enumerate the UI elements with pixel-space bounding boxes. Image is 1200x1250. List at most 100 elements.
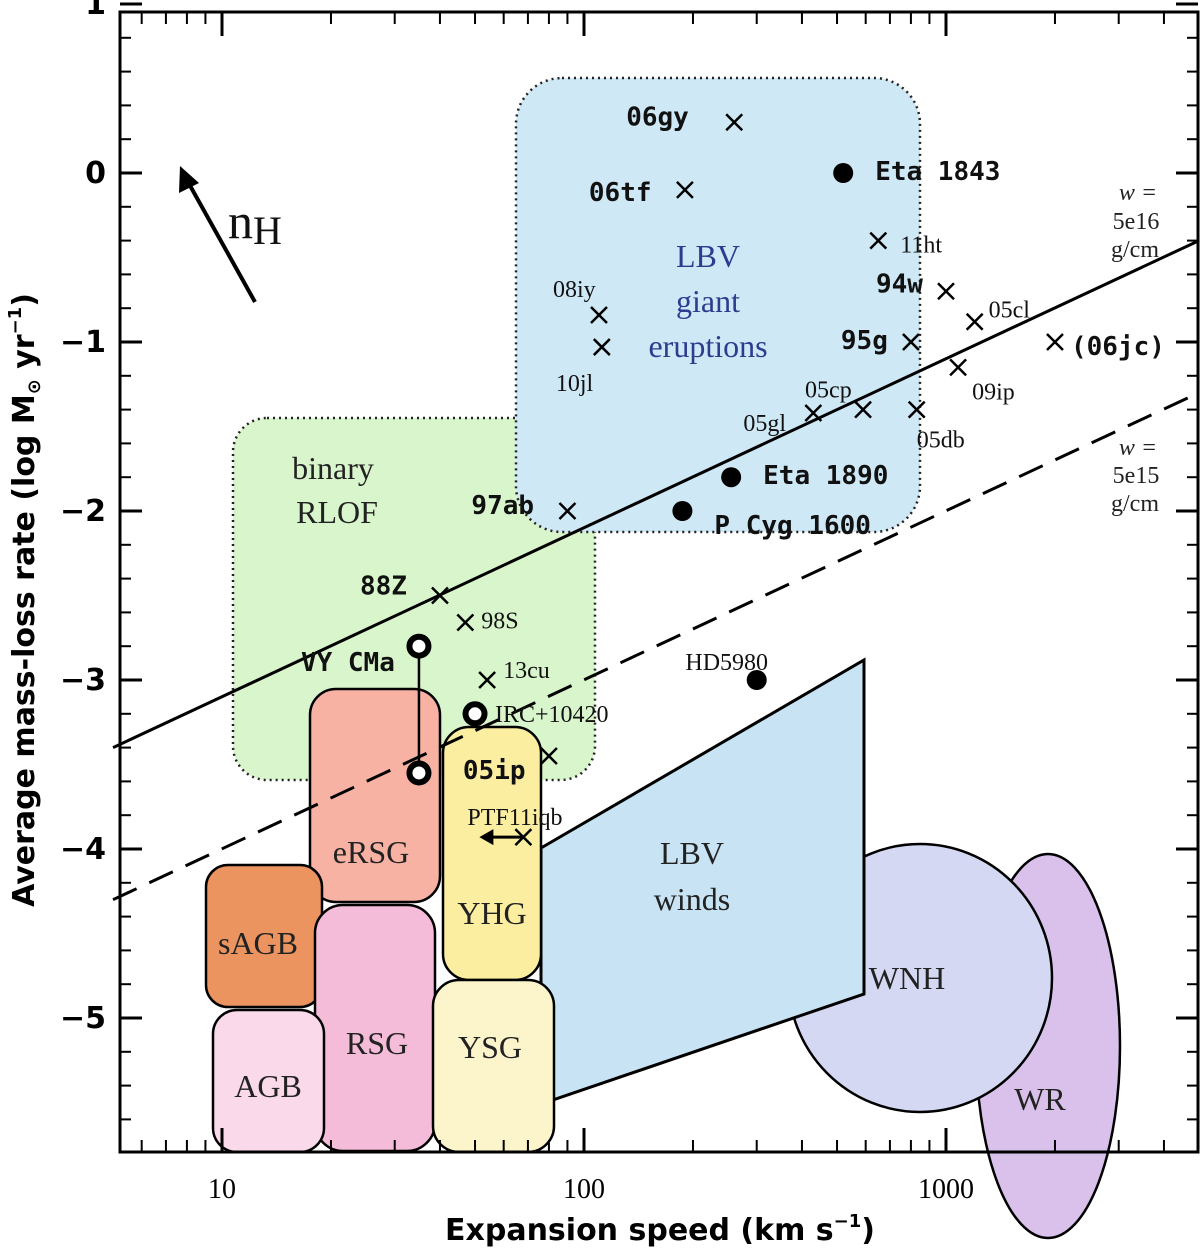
- filled-point-marker: [833, 163, 854, 183]
- filled-point-marker: [721, 467, 742, 488]
- y-tick-label: 1: [85, 0, 106, 22]
- cross-point-marker: [592, 338, 611, 356]
- point-label: 09ip: [972, 379, 1015, 405]
- region-label-lbv-giant-1: LBV: [676, 238, 740, 274]
- point-label: Eta 1890: [763, 461, 888, 491]
- dashed-line-label-val: 5e15: [1113, 463, 1160, 489]
- point-label: 08iy: [553, 277, 596, 303]
- cross-point-marker: [869, 231, 888, 250]
- dashed-line-label-unit: g/cm: [1111, 491, 1159, 517]
- cross-point-marker: [478, 671, 497, 689]
- lines-layer: [112, 239, 1200, 902]
- region-label-agb: AGB: [234, 1068, 302, 1104]
- y-tick-label: −5: [60, 1001, 106, 1036]
- cross-point-marker: [937, 282, 955, 301]
- region-ysg: [431, 978, 556, 1154]
- density-arrow-shaft: [186, 181, 257, 303]
- region-label-rsg: RSG: [346, 1025, 408, 1061]
- point-label: 05cl: [989, 298, 1031, 324]
- region-label-yhg: YHG: [457, 895, 526, 931]
- cross-point-marker: [456, 613, 475, 632]
- region-label-rlof: RLOF: [296, 494, 378, 530]
- point-label: 06tf: [589, 178, 652, 208]
- cross-point-marker: [725, 113, 744, 132]
- density-arrow: nH: [179, 166, 282, 303]
- y-axis-title-end: ): [7, 293, 42, 307]
- cross-point-marker: [514, 828, 533, 847]
- x-axis-title: Expansion speed (km s−1): [445, 1211, 875, 1248]
- cross-point-marker: [949, 358, 967, 377]
- point-label: P Cyg 1600: [714, 511, 871, 541]
- solid-line-label-unit: g/cm: [1111, 237, 1159, 263]
- x-tick-label: 1000: [918, 1174, 974, 1205]
- point-label: (06jc): [1071, 332, 1165, 362]
- point-label: 05gl: [743, 411, 786, 437]
- y-tick-label: −3: [60, 663, 106, 698]
- point-label: 06gy: [626, 102, 689, 132]
- region-label-lbv-winds-2: winds: [654, 881, 730, 917]
- ticks-layer: 10−1−2−3−4−510 100 1000: [60, 0, 1198, 1205]
- y-tick-label: −1: [60, 325, 106, 360]
- point-label: 05ip: [463, 756, 526, 786]
- region-labels: binary RLOF LBV giant eruptions eRSG YHG…: [218, 238, 1066, 1117]
- region-label-wnh: WNH: [869, 960, 945, 996]
- density-arrow-head: [179, 166, 199, 193]
- y-axis-title-mid: yr: [7, 334, 42, 379]
- y-tick-label: −4: [60, 832, 106, 867]
- cross-point-marker: [558, 502, 577, 520]
- cross-point-marker: [431, 586, 449, 605]
- point-label: Eta 1843: [875, 157, 1000, 187]
- point-label: 95g: [841, 326, 888, 356]
- cross-point-marker: [902, 333, 920, 351]
- cross-point-marker: [907, 400, 926, 419]
- cross-point-marker: [676, 181, 694, 199]
- point-label: IRC+10420: [495, 702, 609, 728]
- x-tick-label: 10: [208, 1174, 236, 1205]
- point-label: 05db: [917, 428, 965, 454]
- y-tick-label: −2: [60, 494, 106, 529]
- line-labels: w = 5e16 g/cm w = 5e15 g/cm: [1111, 180, 1159, 517]
- region-ersg: [308, 687, 442, 904]
- point-label: VY CMa: [301, 648, 395, 678]
- point-label: HD5980: [685, 650, 768, 676]
- marks-layer: [406, 113, 1064, 847]
- density-arrow-label: nH: [228, 193, 282, 253]
- solid-line-label-w: w =: [1119, 180, 1157, 206]
- regions-layer: [204, 76, 1122, 1240]
- x-tick-label: 100: [563, 1174, 605, 1205]
- region-label-binary: binary: [292, 450, 374, 486]
- ptf11iqb-limit-arrow-head: [479, 829, 494, 846]
- cross-point-marker: [804, 404, 823, 422]
- plot-frame: [118, 10, 1200, 1154]
- y-tick-label: 0: [85, 156, 106, 191]
- region-label-lbv-giant-2: giant: [676, 283, 740, 319]
- solid-line-label-val: 5e16: [1113, 209, 1160, 235]
- y-axis-title-text: Average mass-loss rate (log M: [7, 394, 42, 907]
- cross-point-marker: [854, 400, 872, 419]
- ring-point-marker: [462, 701, 488, 727]
- density-arrow-n: n: [228, 193, 253, 249]
- x-axis-title-end: ): [861, 1213, 875, 1248]
- point-label: 10jl: [556, 371, 594, 397]
- cross-point-marker: [540, 747, 558, 765]
- cross-point-marker: [965, 312, 984, 331]
- region-label-ersg: eRSG: [333, 834, 409, 870]
- filled-point-marker: [746, 670, 767, 690]
- cross-point-marker: [590, 306, 608, 324]
- density-arrow-sub: H: [253, 208, 282, 253]
- y-axis-title-sun: ⊙: [24, 379, 45, 394]
- point-labels-layer: Eta 1843 Eta 1890 P Cyg 1600 HD5980 VY CMa IR…: [301, 102, 1165, 831]
- point-label: PTF11iqb: [467, 805, 562, 831]
- point-label: 97ab: [471, 491, 534, 521]
- region-label-lbv-giant-3: eruptions: [648, 328, 767, 364]
- solid-wind-density-line: [112, 239, 1200, 749]
- ring-point-marker: [406, 760, 432, 786]
- dashed-line-label-w: w =: [1119, 435, 1157, 461]
- region-label-ysg: YSG: [458, 1029, 522, 1065]
- point-label: 98S: [481, 609, 518, 635]
- region-label-lbv-winds-1: LBV: [660, 835, 724, 871]
- point-label: 94w: [876, 269, 923, 299]
- x-axis-title-text: Expansion speed (km s: [445, 1213, 834, 1248]
- cross-point-marker: [1046, 333, 1064, 351]
